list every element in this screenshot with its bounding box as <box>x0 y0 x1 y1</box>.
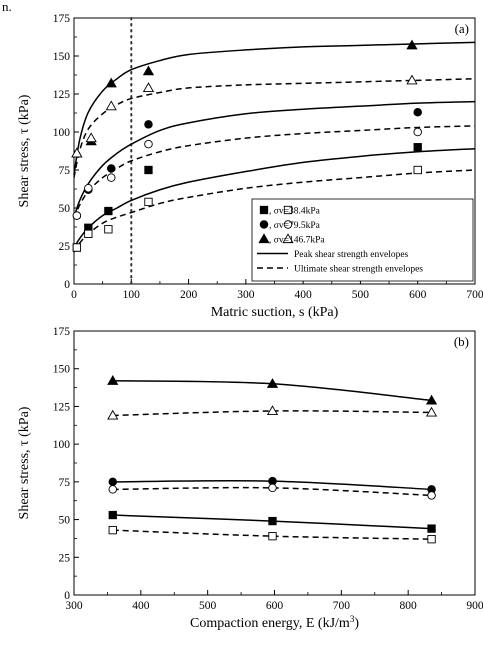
panel-b-data-point <box>268 483 277 493</box>
panel-a-legend-label: , σv=146.7kPa <box>269 236 325 246</box>
panel-b-y-tick-label: 0 <box>64 590 70 602</box>
panel-b-series-line <box>112 529 432 540</box>
panel-b-y-tick-label: 150 <box>53 364 71 376</box>
panel-a-data-point <box>406 74 418 85</box>
panel-b-data-point <box>268 532 277 541</box>
panel-b-chart: 300 400 500 600 700 800 900 0 25 50 75 100 125 150 175… <box>17 326 483 631</box>
panel-a-data-point <box>105 100 117 111</box>
panel-a-data-point <box>85 132 97 143</box>
panel-a-y-tick-label: 100 <box>53 127 71 139</box>
panel-b-y-tick-label: 25 <box>59 552 71 564</box>
panel-a-y-axis-label: Shear stress, τ (kPa) <box>17 94 32 207</box>
panel-a-x-tick-label: 500 <box>352 289 370 301</box>
panel-a-data-point <box>144 165 153 175</box>
panel-b-x-tick-label: 900 <box>466 600 483 612</box>
panel-a-legend-marker <box>283 205 293 215</box>
panel-a-x-tick-label: 400 <box>295 289 313 301</box>
panel-b-x-tick-label: 500 <box>199 600 217 612</box>
panel-b-x-tick-label: 300 <box>65 600 83 612</box>
panel-b-data-point <box>427 491 436 500</box>
panel-b-data-point <box>107 409 119 420</box>
panel-a-legend-label: Ultimate shear strength envelopes <box>294 265 423 275</box>
panel-b-y-axis-label: Shear stress, τ (kPa) <box>17 406 32 519</box>
panel-a-y-tick-label: 125 <box>53 89 71 101</box>
panel-a-legend-marker <box>259 220 269 229</box>
panel-a-x-tick-label: 600 <box>409 289 427 301</box>
panel-b-plot-frame <box>73 330 476 596</box>
panel-b-x-tick-label: 400 <box>132 600 150 612</box>
panel-a-data-point <box>84 229 93 238</box>
panel-a-y-tick-label: 175 <box>53 13 71 25</box>
panel-a-data-point <box>144 197 153 207</box>
panel-a-legend-marker <box>258 233 270 244</box>
panel-b-y-tick-label: 175 <box>53 326 71 338</box>
panel-b-data-point <box>427 524 436 533</box>
panel-a-data-point <box>144 139 153 149</box>
panel-a-x-tick-label: 200 <box>180 289 198 301</box>
panel-a-x-tick-label: 0 <box>71 289 77 301</box>
panel-a-x-tick-label: 700 <box>466 289 483 301</box>
panel-b-data-point <box>266 405 279 416</box>
panel-a-legend-label: Peak shear strength envelopes <box>294 250 409 260</box>
panel-b-data-point <box>108 525 117 535</box>
panel-a-data-point <box>413 143 422 152</box>
panel-b-y-tick-label: 75 <box>59 477 71 489</box>
panel-b-x-axis-label: Compaction energy, E (kJ/m3) <box>190 614 359 631</box>
panel-b-data-point <box>266 378 279 388</box>
panel-a-data-point <box>142 82 155 92</box>
panel-a-chart: 0 100 200 300 400 500 600 700 0 25 50 75 100 125 150 17… <box>17 13 483 320</box>
panel-a-y-tick-label: 75 <box>59 165 71 177</box>
panel-b-series-line <box>112 410 432 417</box>
panel-a-legend-marker <box>283 220 293 229</box>
panel-b-data-point <box>107 375 119 385</box>
panel-a-y-tick-label: 50 <box>59 203 71 215</box>
panel-a-data-point <box>413 165 422 175</box>
panel-a-data-point <box>142 65 155 76</box>
panel-a-envelope-curve <box>73 41 476 175</box>
panel-a-data-point <box>413 107 422 117</box>
panel-a-legend-label: , σv=38.4kPa <box>269 207 321 217</box>
panel-a-legend-label: , σv=79.5kPa <box>269 221 321 231</box>
panel-a-legend-marker <box>282 233 294 244</box>
top-fragment-text: n. <box>2 0 12 14</box>
panel-a-y-tick-label: 150 <box>53 51 71 63</box>
panel-a-data-point <box>104 206 113 216</box>
panel-a-x-tick-label: 100 <box>123 289 141 301</box>
panel-a-y-tick-label: 0 <box>64 279 70 291</box>
panel-b-data-point <box>108 485 118 494</box>
panel-a-data-point <box>71 147 83 158</box>
panel-a-y-tick-label: 25 <box>59 241 71 253</box>
panel-a-data-point <box>105 77 117 88</box>
panel-a-envelope-curve <box>73 100 476 218</box>
panel-b-x-tick-label: 600 <box>266 600 284 612</box>
panel-b-data-point <box>108 477 118 487</box>
panel-a-data-point <box>72 211 82 220</box>
panel-b-x-tick-label: 800 <box>400 600 418 612</box>
panel-b-series-line <box>112 486 432 497</box>
panel-b-data-point <box>425 394 438 405</box>
panel-b-data-point <box>425 406 438 417</box>
panel-a-legend-marker <box>259 205 269 215</box>
panel-b-y-tick-label: 100 <box>53 439 71 451</box>
panel-a-data-point <box>72 243 82 252</box>
panel-a-x-axis-label: Matric suction, s (kPa) <box>211 305 339 320</box>
panel-a-data-point <box>84 183 93 193</box>
panel-a-data-point <box>406 39 418 50</box>
panel-b-panel-label: (b) <box>454 334 469 349</box>
panel-b-y-tick-label: 125 <box>53 401 71 413</box>
panel-b-y-tick-label: 50 <box>59 515 71 527</box>
panel-a-data-point <box>106 173 116 182</box>
panel-a-data-point <box>104 225 113 234</box>
panel-a-data-point <box>413 127 422 137</box>
panel-a-panel-label: (a) <box>455 21 469 36</box>
panel-b-data-point <box>108 510 117 520</box>
panel-b-data-point <box>427 535 436 544</box>
panel-b-data-point <box>268 516 277 526</box>
panel-a-x-tick-label: 300 <box>237 289 255 301</box>
panel-b-x-tick-label: 700 <box>333 600 351 612</box>
panel-a-data-point <box>144 120 153 129</box>
panel-a-data-point <box>106 164 116 173</box>
panel-a-envelope-curve <box>73 78 476 178</box>
